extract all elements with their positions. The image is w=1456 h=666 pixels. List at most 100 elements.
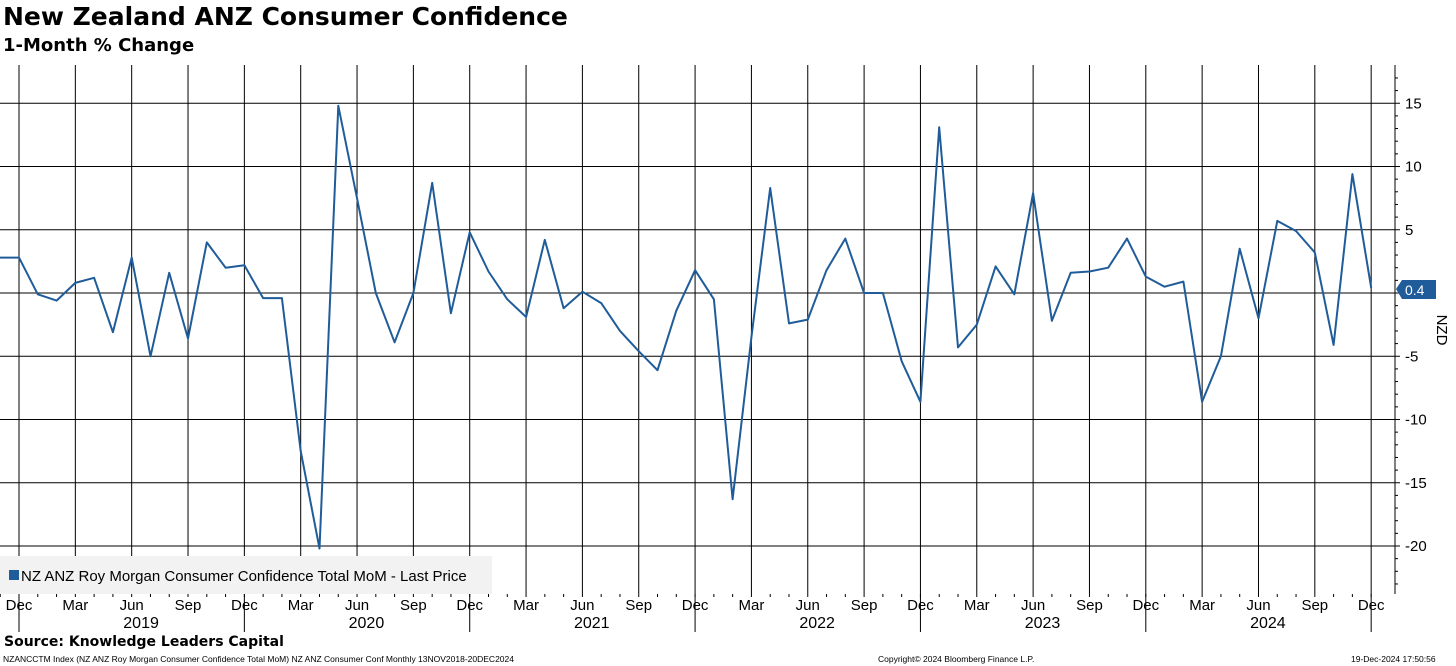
last-value-label: 0.4 xyxy=(1405,282,1425,298)
data-point xyxy=(656,369,659,371)
data-point xyxy=(1163,285,1166,288)
y-tick-label: 5 xyxy=(1405,222,1413,239)
data-point xyxy=(149,355,152,358)
series-line xyxy=(0,104,1373,550)
data-point xyxy=(544,239,546,241)
data-point xyxy=(1351,173,1354,175)
data-point xyxy=(356,197,358,199)
data-point xyxy=(1370,287,1372,289)
y-tick-label: 15 xyxy=(1405,95,1422,112)
data-point xyxy=(900,360,903,363)
data-point xyxy=(224,266,227,269)
data-point xyxy=(262,297,264,299)
x-tick-label: Sep xyxy=(175,597,202,614)
data-point xyxy=(112,331,114,334)
x-tick-label: Jun xyxy=(120,597,144,614)
data-point xyxy=(187,337,189,340)
data-point xyxy=(1332,344,1335,346)
year-label: 2022 xyxy=(799,615,835,632)
data-point xyxy=(1295,230,1297,232)
year-label: 2024 xyxy=(1250,615,1286,632)
y-tick-label: -15 xyxy=(1405,475,1427,492)
data-point xyxy=(637,350,640,352)
x-tick-label: Jun xyxy=(570,597,594,614)
legend-background xyxy=(0,556,492,594)
y-tick-label: -20 xyxy=(1405,538,1427,555)
x-tick-label: Sep xyxy=(400,597,427,614)
data-point xyxy=(55,299,58,302)
year-label: 2020 xyxy=(349,615,385,632)
chart-title: New Zealand ANZ Consumer Confidence xyxy=(3,2,568,31)
data-point xyxy=(468,231,471,234)
footer-copyright: Copyright© 2024 Bloomberg Finance L.P. xyxy=(878,654,1035,664)
data-point xyxy=(1107,266,1110,269)
x-tick-label: Sep xyxy=(851,597,878,614)
data-point xyxy=(750,336,753,339)
data-point xyxy=(130,256,133,259)
data-point xyxy=(957,346,959,349)
data-point xyxy=(412,292,415,294)
y-tick-label: 10 xyxy=(1405,159,1422,176)
data-point xyxy=(600,302,602,304)
data-point xyxy=(281,297,283,299)
x-axis-ticks: Dec Mar Jun Sep Dec Mar Jun Sep Dec Mar Jun Sep Dec M… xyxy=(0,594,1385,632)
legend-label: NZ ANZ Roy Morgan Consumer Confidence To… xyxy=(21,568,467,585)
data-point xyxy=(1182,280,1185,283)
data-point xyxy=(825,269,828,272)
source-note: Source: Knowledge Leaders Capital xyxy=(4,634,284,650)
data-point xyxy=(206,241,208,244)
data-point xyxy=(769,187,771,189)
x-tick-label: Jun xyxy=(345,597,369,614)
data-point xyxy=(731,498,734,500)
data-point xyxy=(806,318,809,321)
footer-timestamp: 19-Dec-2024 17:50:56 xyxy=(1351,654,1436,664)
data-point xyxy=(450,312,452,315)
x-tick-label: Mar xyxy=(964,597,990,614)
x-tick-label: Jun xyxy=(1246,597,1270,614)
data-point xyxy=(581,290,584,293)
data-point xyxy=(318,547,321,550)
x-tick-label: Mar xyxy=(513,597,539,614)
data-point xyxy=(93,277,95,279)
data-point xyxy=(168,271,171,274)
data-point xyxy=(619,330,621,332)
data-point xyxy=(938,126,941,129)
data-point xyxy=(36,293,39,296)
data-point xyxy=(788,322,790,325)
y-tick-label: -5 xyxy=(1405,348,1418,365)
data-point xyxy=(337,104,340,107)
legend-marker xyxy=(9,570,19,580)
data-point xyxy=(375,292,377,294)
x-tick-label: Mar xyxy=(1189,597,1215,614)
last-value-badge xyxy=(1396,280,1436,299)
data-point xyxy=(1220,355,1222,358)
data-point xyxy=(243,264,246,266)
year-label: 2021 xyxy=(574,615,610,632)
data-point xyxy=(506,298,509,301)
data-point xyxy=(1088,270,1091,273)
data-point xyxy=(487,270,490,273)
x-tick-label: Sep xyxy=(1301,597,1328,614)
data-point xyxy=(525,316,527,318)
footer-ticker: NZANCCTM Index (NZ ANZ Roy Morgan Consum… xyxy=(3,654,514,664)
x-tick-label: Mar xyxy=(288,597,314,614)
data-point xyxy=(1013,293,1016,296)
data-point xyxy=(694,269,696,272)
data-point xyxy=(713,298,715,301)
legend: NZ ANZ Roy Morgan Consumer Confidence To… xyxy=(0,556,492,594)
data-point xyxy=(1051,320,1053,322)
data-point xyxy=(1145,275,1147,278)
data-point xyxy=(1126,237,1128,240)
chart-subtitle: 1-Month % Change xyxy=(3,35,195,56)
x-tick-label: Jun xyxy=(796,597,820,614)
data-point xyxy=(844,237,847,240)
data-point xyxy=(1032,192,1034,194)
data-point xyxy=(994,265,997,268)
data-point xyxy=(1276,220,1279,222)
x-tick-label: Sep xyxy=(625,597,652,614)
y-axis-label: NZD xyxy=(1433,315,1450,346)
x-tick-label: Jun xyxy=(1021,597,1045,614)
y-axis-ticks: 151050-5-10-15-20 xyxy=(1395,77,1427,585)
data-point xyxy=(0,256,1,259)
